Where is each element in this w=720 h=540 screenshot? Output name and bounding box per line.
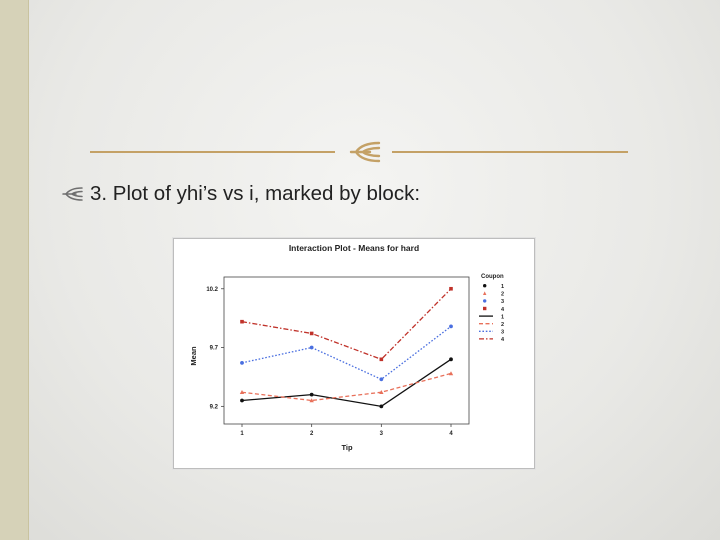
legend-label: 1	[501, 284, 504, 290]
legend-symbol	[483, 299, 487, 303]
data-point-3	[240, 360, 244, 365]
legend-label: 2	[501, 322, 504, 328]
bullet-item: 3. Plot of yhi’s vs i, marked by block:	[62, 182, 420, 206]
y-tick-label: 9.2	[210, 404, 219, 410]
data-point-2	[309, 398, 314, 403]
data-point-1	[379, 404, 384, 409]
x-tick-label: 4	[449, 431, 453, 437]
legend-symbol	[483, 284, 487, 288]
legend-symbol	[483, 306, 487, 311]
data-point-3	[449, 324, 453, 329]
series-line-4	[241, 288, 452, 361]
chart-title: Interaction Plot - Means for hard	[289, 243, 419, 253]
curl-icon	[349, 141, 381, 163]
legend-title: Coupon	[481, 274, 504, 280]
data-point-2	[379, 390, 384, 395]
legend-label: 2	[501, 292, 504, 298]
y-axis-label: Mean	[189, 346, 198, 366]
data-point-4	[309, 331, 314, 336]
interaction-plot: Interaction Plot - Means for hard Tip Me…	[173, 238, 535, 469]
legend-label: 4	[501, 307, 505, 313]
y-tick-label: 10.2	[206, 287, 218, 293]
series-line-3	[241, 325, 452, 381]
legend-symbol	[483, 291, 487, 295]
title-divider-right	[392, 151, 628, 153]
data-point-3	[379, 377, 384, 382]
x-tick-label: 3	[380, 431, 384, 437]
data-point-4	[240, 319, 244, 324]
legend-label: 4	[501, 337, 505, 343]
bullet-text: 3. Plot of yhi’s vs i, marked by block:	[90, 182, 421, 205]
data-point-1	[309, 392, 314, 397]
x-tick-label: 1	[240, 431, 244, 437]
data-point-3	[309, 345, 314, 350]
data-point-2	[448, 371, 454, 376]
y-tick-label: 9.7	[210, 346, 219, 352]
data-point-2	[239, 390, 245, 395]
data-point-4	[449, 286, 453, 291]
legend-label: 3	[501, 299, 504, 305]
x-tick-label: 2	[310, 431, 314, 437]
legend-label: 1	[501, 314, 504, 320]
plot-frame	[223, 276, 470, 425]
chart-svg: Interaction Plot - Means for hard Tip Me…	[189, 243, 505, 452]
data-point-1	[240, 398, 244, 403]
bullet-curl-icon	[62, 187, 83, 201]
legend-label: 3	[501, 330, 504, 336]
data-point-4	[379, 357, 384, 362]
left-accent-bar	[0, 0, 29, 540]
series-line-1	[241, 358, 452, 408]
data-point-1	[449, 357, 453, 362]
title-divider-left	[90, 151, 335, 153]
series-line-2	[241, 372, 452, 402]
x-axis-label: Tip	[341, 443, 353, 452]
